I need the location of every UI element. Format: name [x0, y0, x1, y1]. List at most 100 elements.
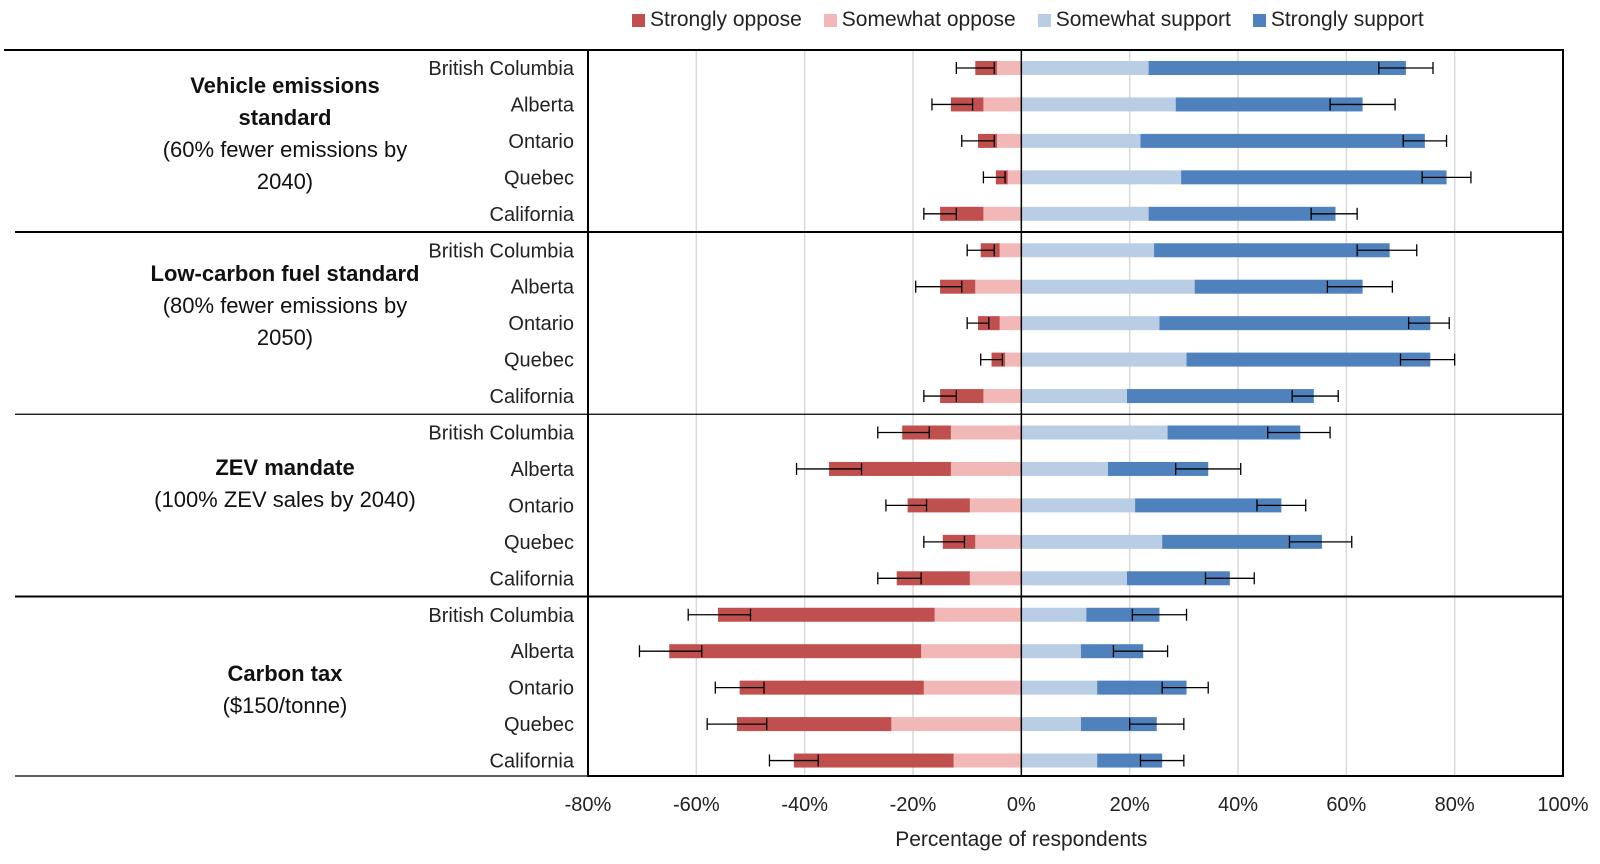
bar-somewhat-oppose	[983, 206, 1022, 221]
bar-somewhat-support	[1021, 571, 1127, 586]
bar-somewhat-oppose	[1007, 170, 1022, 185]
bar-strongly-support	[1126, 571, 1230, 586]
bar-strongly-support	[1175, 97, 1363, 112]
bar-somewhat-oppose	[975, 279, 1022, 294]
group-label-low-carbon-fuel: Low-carbon fuel standard (80% fewer emis…	[150, 258, 420, 354]
bar-somewhat-oppose	[975, 534, 1022, 549]
bar-strongly-support	[1080, 717, 1157, 732]
bar-somewhat-support	[1021, 680, 1098, 695]
row-label-alberta: Alberta	[511, 641, 575, 663]
legend-item-somewhat-oppose: Somewhat oppose	[823, 8, 1016, 32]
bar-somewhat-support	[1021, 425, 1168, 440]
row-label-alberta: Alberta	[511, 94, 575, 116]
bar-somewhat-oppose	[969, 571, 1022, 586]
legend-swatch-strongly-support	[1252, 13, 1266, 27]
bar-somewhat-oppose	[996, 133, 1022, 148]
x-tick-label: 100%	[1537, 794, 1588, 816]
bar-strongly-support	[1159, 316, 1431, 331]
bar-somewhat-oppose	[1005, 352, 1022, 367]
bar-strongly-support	[1080, 644, 1144, 659]
bar-strongly-oppose	[829, 461, 951, 476]
bar-somewhat-support	[1021, 534, 1163, 549]
bar-somewhat-support	[1021, 170, 1182, 185]
bar-strongly-oppose	[736, 717, 892, 732]
row-label-ontario: Ontario	[508, 678, 574, 700]
legend-label-strongly-support: Strongly support	[1270, 8, 1424, 31]
legend-label-somewhat-support: Somewhat support	[1055, 8, 1231, 31]
row-label-california: California	[490, 568, 575, 590]
legend-label-somewhat-oppose: Somewhat oppose	[841, 8, 1016, 31]
group-title: Vehicle emissions standard	[190, 73, 380, 130]
x-tick-label: -60%	[673, 794, 720, 816]
group-label-zev-mandate: ZEV mandate (100% ZEV sales by 2040)	[150, 452, 420, 516]
legend-item-strongly-oppose: Strongly oppose	[632, 8, 802, 32]
x-tick-label: 60%	[1326, 794, 1366, 816]
bar-somewhat-support	[1021, 97, 1176, 112]
bar-strongly-support	[1108, 461, 1209, 476]
row-label-british-columbia: British Columbia	[428, 240, 574, 262]
bar-strongly-oppose	[669, 644, 922, 659]
plot-border	[587, 49, 1564, 777]
group-label-vehicle-emissions: Vehicle emissions standard (60% fewer em…	[150, 70, 420, 198]
row-label-alberta: Alberta	[511, 277, 575, 299]
bar-strongly-support	[1135, 498, 1282, 513]
bar-strongly-support	[1148, 206, 1336, 221]
group-label-carbon-tax: Carbon tax ($150/tonne)	[150, 658, 420, 722]
bar-strongly-support	[1186, 352, 1431, 367]
group-subtitle: (80% fewer emissions by 2050)	[162, 293, 408, 350]
bar-strongly-oppose	[907, 498, 970, 513]
bar-strongly-support	[1194, 279, 1363, 294]
bar-strongly-oppose	[718, 607, 935, 622]
x-tick-label: -40%	[781, 794, 828, 816]
bar-somewhat-oppose	[969, 498, 1022, 513]
group-subtitle: ($150/tonne)	[222, 693, 348, 718]
group-title: ZEV mandate	[215, 455, 355, 480]
group-subtitle: (60% fewer emissions by 2040)	[162, 137, 408, 194]
group-subtitle: (100% ZEV sales by 2040)	[154, 487, 416, 512]
bar-somewhat-support	[1021, 498, 1136, 513]
x-tick-label: 0%	[1007, 794, 1036, 816]
row-label-ontario: Ontario	[508, 313, 574, 335]
bar-somewhat-oppose	[950, 461, 1022, 476]
legend-item-somewhat-support: Somewhat support	[1037, 8, 1231, 32]
bar-strongly-support	[1140, 133, 1425, 148]
bar-strongly-support	[1097, 753, 1163, 768]
bar-strongly-support	[1086, 607, 1160, 622]
row-label-california: California	[490, 751, 575, 773]
bar-somewhat-support	[1021, 243, 1155, 258]
bar-strongly-oppose	[896, 571, 970, 586]
x-tick-label: -20%	[890, 794, 937, 816]
row-label-alberta: Alberta	[511, 459, 575, 481]
x-tick-label: 40%	[1218, 794, 1258, 816]
bar-somewhat-support	[1021, 316, 1160, 331]
bar-somewhat-support	[1021, 61, 1149, 75]
x-tick-label: 20%	[1110, 794, 1150, 816]
legend-swatch-somewhat-support	[1037, 13, 1051, 27]
bar-somewhat-support	[1021, 352, 1187, 367]
row-label-quebec: Quebec	[504, 532, 574, 554]
legend-label-strongly-oppose: Strongly oppose	[650, 8, 802, 31]
row-label-california: California	[490, 386, 575, 408]
bar-strongly-support	[1162, 534, 1322, 549]
bar-somewhat-oppose	[996, 61, 1022, 75]
bar-strongly-support	[1167, 425, 1301, 440]
bar-somewhat-support	[1021, 389, 1127, 404]
bar-somewhat-oppose	[950, 425, 1022, 440]
bar-somewhat-oppose	[923, 680, 1022, 695]
x-tick-label: 80%	[1435, 794, 1475, 816]
x-axis-title: Percentage of respondents	[895, 828, 1147, 851]
bar-strongly-support	[1154, 243, 1390, 258]
bar-somewhat-support	[1021, 644, 1081, 659]
row-label-british-columbia: British Columbia	[428, 423, 574, 445]
bar-strongly-oppose	[940, 206, 984, 221]
row-label-quebec: Quebec	[504, 350, 574, 372]
group-title: Low-carbon fuel standard	[150, 261, 420, 286]
bar-strongly-support	[1097, 680, 1187, 695]
row-label-quebec: Quebec	[504, 714, 574, 736]
x-tick-label: -80%	[565, 794, 612, 816]
group-title: Carbon tax	[227, 661, 343, 686]
bar-strongly-oppose	[940, 389, 984, 404]
legend-item-strongly-support: Strongly support	[1252, 8, 1424, 32]
bar-strongly-oppose	[793, 753, 954, 768]
legend: Strongly oppose Somewhat oppose Somewhat…	[632, 8, 1424, 32]
